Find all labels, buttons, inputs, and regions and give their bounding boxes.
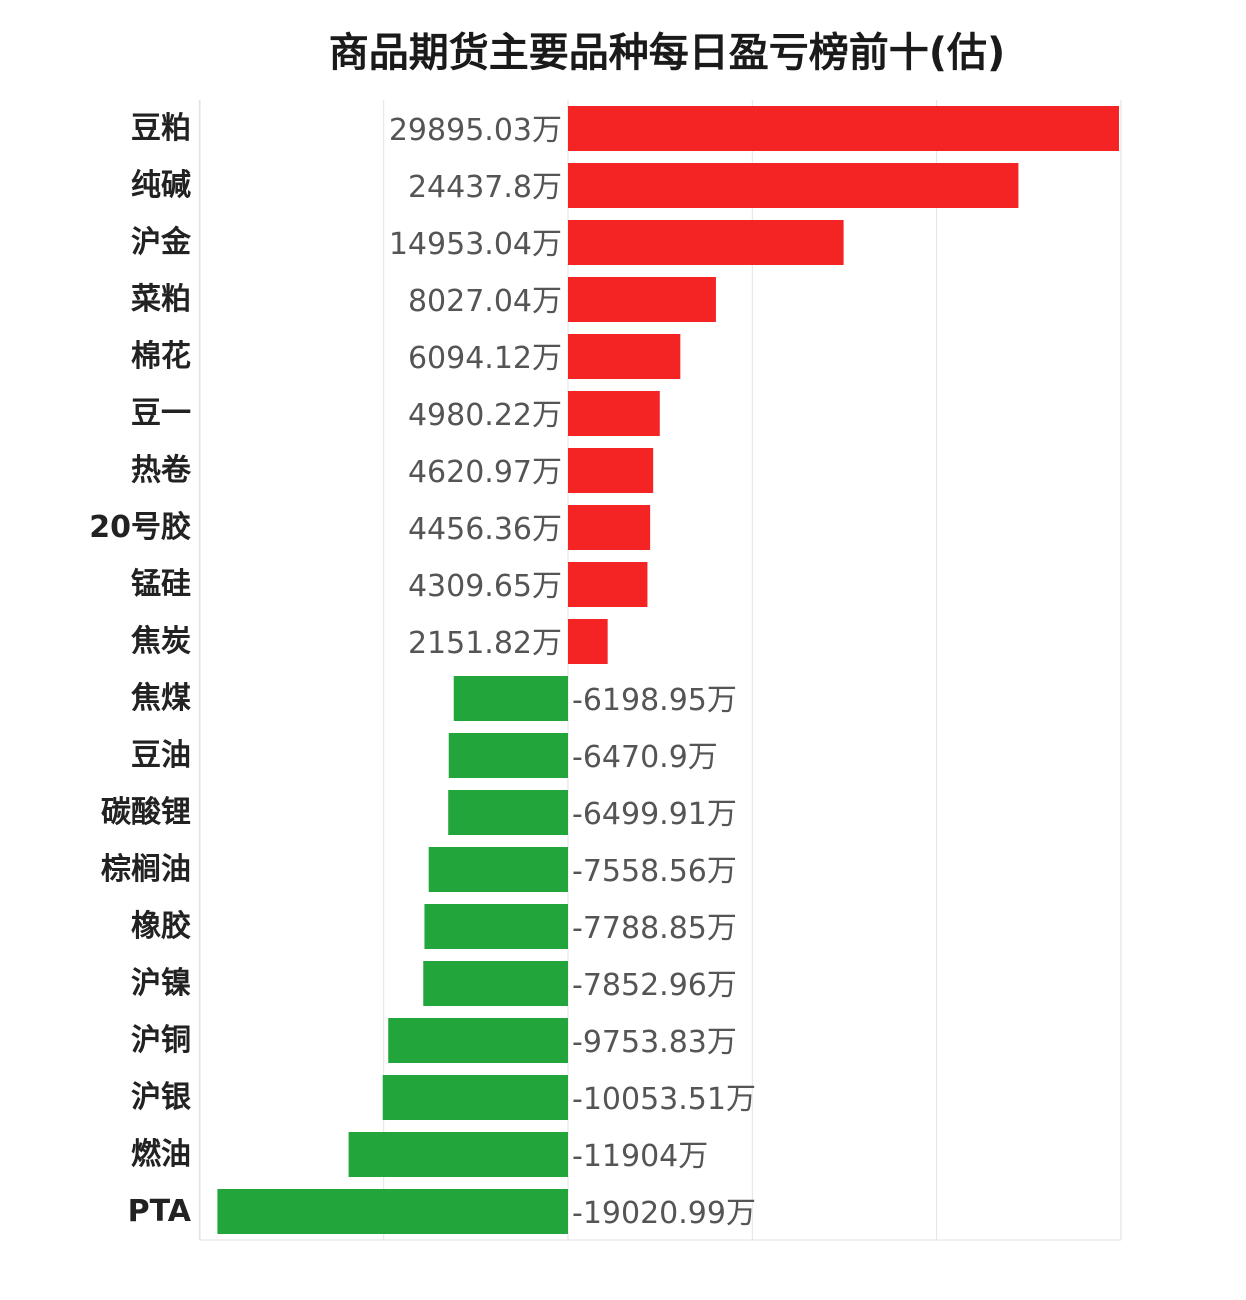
category-label: 锰硅: [131, 567, 191, 602]
category-label: 焦煤: [131, 681, 191, 716]
category-label: 沪镍: [131, 966, 191, 1001]
bar-12: [448, 790, 568, 835]
value-label: 4620.97万: [408, 455, 562, 490]
category-label: 豆一: [131, 396, 191, 431]
bar-17: [382, 1075, 568, 1120]
category-label: 20号胶: [89, 510, 191, 545]
bar-9: [568, 619, 608, 664]
category-label: 热卷: [131, 453, 192, 488]
bar-3: [568, 277, 716, 322]
value-label: -10053.51万: [572, 1082, 756, 1117]
bar-13: [428, 847, 568, 892]
bar-2: [568, 220, 844, 265]
bar-18: [348, 1132, 568, 1177]
value-label: 4309.65万: [408, 569, 562, 604]
category-label: 纯碱: [131, 168, 191, 203]
value-label: -9753.83万: [572, 1025, 737, 1060]
category-label: 菜粕: [131, 282, 191, 317]
category-label: PTA: [128, 1194, 192, 1229]
value-label: -11904万: [572, 1139, 708, 1174]
bar-7: [568, 505, 651, 550]
value-label: -19020.99万: [572, 1196, 756, 1231]
bar-14: [424, 904, 568, 949]
category-label: 豆油: [131, 738, 191, 773]
value-label: 2151.82万: [408, 626, 562, 661]
value-label: -7558.56万: [572, 854, 737, 889]
category-label: 沪铜: [131, 1023, 191, 1058]
bar-5: [568, 391, 660, 436]
bar-16: [388, 1018, 568, 1063]
value-label: 6094.12万: [408, 341, 562, 376]
value-label: -7788.85万: [572, 911, 737, 946]
value-label: 4456.36万: [408, 512, 562, 547]
value-label: 14953.04万: [389, 227, 562, 262]
bar-15: [423, 961, 568, 1006]
bar-6: [568, 448, 654, 493]
category-label: 棕榈油: [101, 852, 191, 887]
gridlines: [198, 100, 1122, 1241]
value-label: -6499.91万: [572, 797, 737, 832]
bar-19: [217, 1189, 568, 1234]
chart-title: 商品期货主要品种每日盈亏榜前十(估): [328, 30, 1006, 76]
category-label: 焦炭: [131, 624, 191, 659]
category-label: 豆粕: [131, 111, 191, 146]
category-label: 橡胶: [131, 909, 191, 944]
bar-8: [568, 562, 648, 607]
value-label: -6198.95万: [572, 683, 737, 718]
category-label: 碳酸锂: [101, 795, 191, 830]
category-label: 沪银: [131, 1080, 191, 1115]
bar-0: [568, 106, 1119, 151]
category-label: 沪金: [131, 225, 192, 260]
category-label: 燃油: [131, 1137, 191, 1172]
bar-4: [568, 334, 681, 379]
value-label: 24437.8万: [408, 170, 562, 205]
value-label: 4980.22万: [408, 398, 562, 433]
value-label: 29895.03万: [389, 113, 562, 148]
value-label: 8027.04万: [408, 284, 562, 319]
bar-11: [448, 733, 568, 778]
value-label: -6470.9万: [572, 740, 718, 775]
bar-1: [568, 163, 1019, 208]
bars: [217, 106, 1119, 1234]
value-label: -7852.96万: [572, 968, 737, 1003]
category-label: 棉花: [131, 339, 191, 374]
bar-10: [453, 676, 568, 721]
